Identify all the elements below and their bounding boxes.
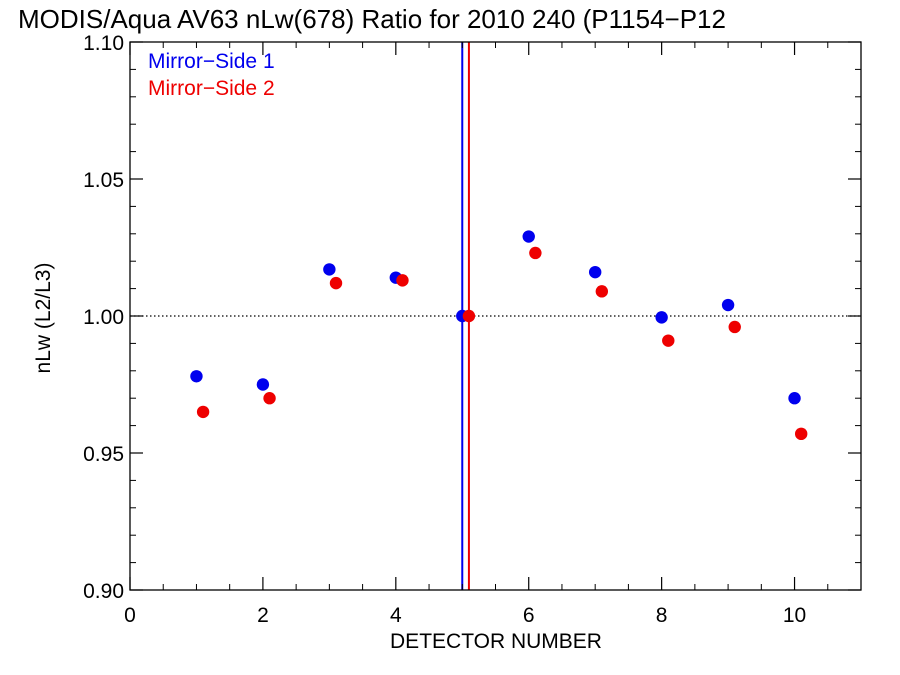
point-series-2-9 xyxy=(728,320,741,334)
y-tick-label: 0.90 xyxy=(83,580,124,603)
point-series-2-6 xyxy=(529,246,542,260)
x-tick-label: 6 xyxy=(523,604,535,627)
point-series-1-3 xyxy=(323,263,336,276)
point-series-2-3 xyxy=(329,276,343,290)
x-tick-label: 10 xyxy=(783,604,806,627)
point-series-1-6 xyxy=(522,230,535,243)
point-series-2-7 xyxy=(595,285,609,298)
point-series-1-8 xyxy=(655,311,668,324)
x-tick-label: 2 xyxy=(257,604,269,627)
y-tick-label: 1.05 xyxy=(83,169,124,192)
legend-entry-mirror-side-2: Mirror−Side 2 xyxy=(148,77,275,100)
y-axis-title: nLw (L2/L3) xyxy=(32,263,55,374)
chart-title: MODIS/Aqua AV63 nLw(678) Ratio for 2010 … xyxy=(18,4,726,34)
point-series-2-1 xyxy=(196,405,210,419)
point-series-1-1 xyxy=(190,370,203,383)
point-series-2-4 xyxy=(396,274,409,287)
point-series-1-7 xyxy=(588,265,602,279)
point-series-1-10 xyxy=(788,392,801,405)
x-tick-label: 4 xyxy=(390,604,402,627)
legend-entry-mirror-side-1: Mirror−Side 1 xyxy=(148,50,275,73)
x-axis-title: DETECTOR NUMBER xyxy=(390,630,602,653)
point-series-2-8 xyxy=(662,334,675,347)
x-tick-label: 8 xyxy=(656,604,668,627)
point-series-1-2 xyxy=(256,378,270,391)
x-tick-label: 0 xyxy=(124,604,136,627)
y-tick-label: 1.10 xyxy=(83,32,124,55)
point-series-2-2 xyxy=(263,392,276,405)
point-series-2-10 xyxy=(794,427,808,441)
y-tick-label: 0.95 xyxy=(83,443,124,466)
y-tick-label: 1.00 xyxy=(83,306,124,329)
point-series-1-9 xyxy=(721,298,735,312)
point-series-2-5 xyxy=(462,309,476,323)
